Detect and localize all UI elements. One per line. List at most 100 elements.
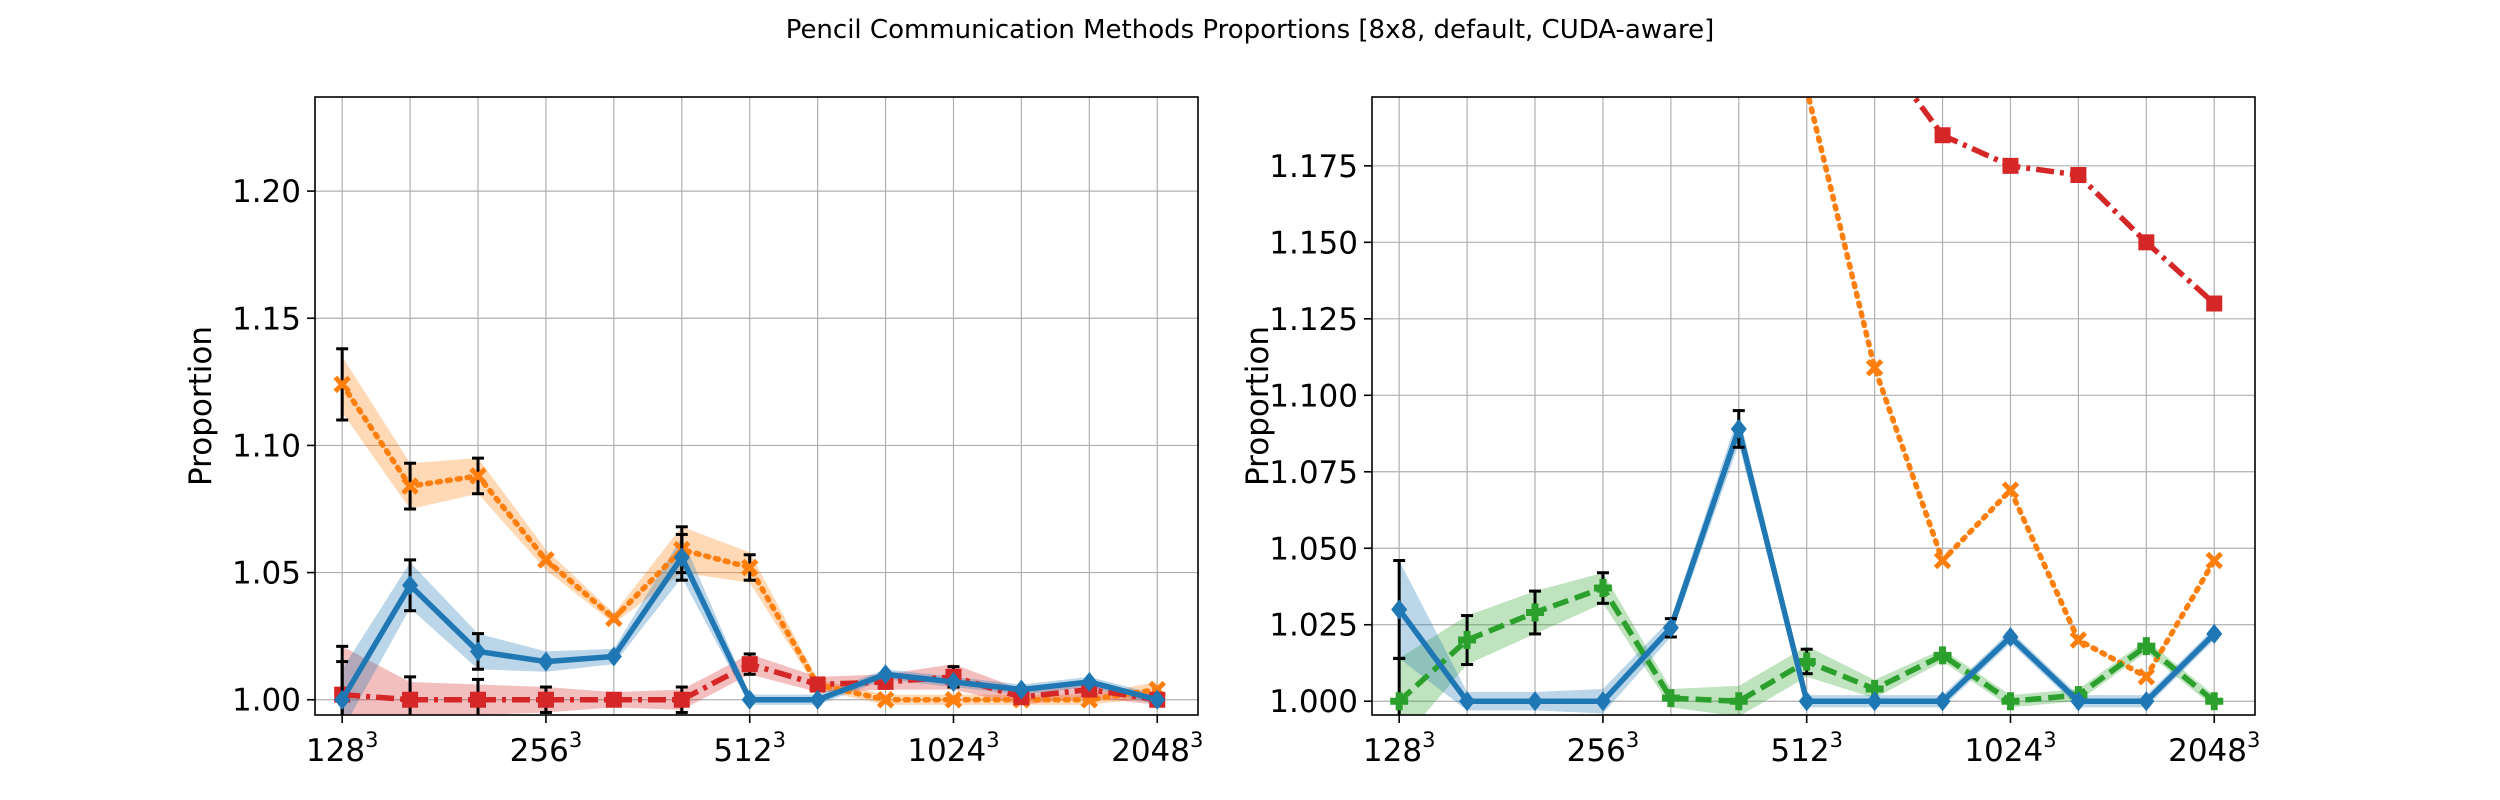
data-point-blue bbox=[1459, 691, 1476, 712]
data-point-blue bbox=[1391, 599, 1408, 620]
data-point-green bbox=[1390, 692, 1409, 711]
panel-2: 1.000 1.025 1.050 1.075 1.100 1.125 1.150 1.175… bbox=[1240, 35, 2260, 769]
data-point-blue bbox=[1527, 691, 1544, 712]
y-tick-label: 1.15 bbox=[232, 301, 301, 337]
data-point-blue bbox=[334, 689, 351, 710]
data-point-orange bbox=[469, 467, 487, 485]
data-point-blue bbox=[402, 575, 419, 596]
data-point-orange bbox=[1933, 551, 1952, 570]
data-point-red bbox=[2070, 167, 2087, 184]
axes-frame-1 bbox=[314, 96, 1199, 716]
data-point-orange bbox=[1865, 358, 1884, 377]
data-point-blue bbox=[470, 641, 487, 662]
x-tick-label: 2563 bbox=[510, 728, 583, 769]
data-point-orange bbox=[2137, 667, 2156, 686]
data-point-blue bbox=[741, 689, 758, 710]
plot-area-1 bbox=[333, 347, 1167, 715]
data-point-blue bbox=[2138, 691, 2155, 712]
data-point-green bbox=[2001, 692, 2020, 711]
data-point-green bbox=[1458, 631, 1477, 650]
data-point-green bbox=[1865, 679, 1884, 698]
x-tick-label: 2563 bbox=[1567, 728, 1640, 769]
data-point-blue bbox=[1149, 689, 1166, 710]
y-axis-label: Proportion bbox=[1240, 326, 1276, 486]
data-point-orange bbox=[605, 609, 623, 628]
y-tick-label: 1.125 bbox=[1269, 302, 1358, 338]
y-tick-label: 1.05 bbox=[232, 556, 301, 592]
x-tick-label: 10243 bbox=[1964, 728, 2056, 769]
data-point-blue bbox=[1013, 679, 1030, 700]
y-tick-label: 1.050 bbox=[1269, 531, 1358, 567]
figure-title: Pencil Communication Methods Proportions… bbox=[786, 15, 1715, 45]
data-point-red bbox=[2138, 234, 2155, 251]
y-tick-label: 1.175 bbox=[1269, 149, 1358, 185]
y-tick-label: 1.075 bbox=[1269, 455, 1358, 491]
y-tick-label: 1.10 bbox=[232, 428, 301, 464]
data-point-red bbox=[2002, 157, 2019, 174]
data-point-orange bbox=[537, 551, 555, 569]
data-point-red bbox=[470, 691, 487, 708]
data-point-blue bbox=[1081, 671, 1098, 692]
plot-area-2 bbox=[1390, 35, 2224, 715]
data-point-red bbox=[673, 691, 690, 708]
data-point-blue bbox=[1730, 418, 1747, 439]
data-point-green bbox=[1933, 646, 1952, 665]
data-point-orange bbox=[401, 477, 419, 495]
x-tick-label: 10243 bbox=[907, 728, 999, 769]
data-point-blue bbox=[1798, 691, 1815, 712]
data-point-red bbox=[402, 691, 419, 708]
y-tick-label: 1.100 bbox=[1269, 378, 1358, 414]
data-point-blue bbox=[2070, 691, 2087, 712]
data-point-blue bbox=[537, 651, 554, 672]
data-point-blue bbox=[1594, 691, 1611, 712]
data-point-blue bbox=[2206, 623, 2223, 644]
y-tick-label: 1.025 bbox=[1269, 608, 1358, 644]
x-tick-label: 1283 bbox=[306, 728, 379, 769]
y-tick-label: 1.000 bbox=[1269, 684, 1358, 720]
data-point-orange bbox=[944, 690, 963, 709]
data-point-green bbox=[1526, 603, 1545, 622]
y-tick-label: 1.150 bbox=[1269, 225, 1358, 261]
data-point-green bbox=[1797, 652, 1816, 671]
data-point-red bbox=[1867, 35, 1883, 51]
x-tick-label: 20483 bbox=[1111, 728, 1203, 769]
data-point-blue bbox=[1934, 691, 1951, 712]
data-point-orange bbox=[740, 558, 759, 577]
data-point-green bbox=[1729, 692, 1748, 711]
data-point-orange bbox=[2001, 481, 2020, 499]
axes-frame-2 bbox=[1371, 96, 2256, 716]
data-point-blue bbox=[605, 646, 622, 667]
x-tick-label: 5123 bbox=[1770, 728, 1843, 769]
data-point-orange bbox=[333, 375, 351, 394]
data-point-red bbox=[809, 676, 826, 693]
data-point-green bbox=[1661, 689, 1680, 708]
data-point-orange bbox=[2069, 631, 2088, 649]
data-point-red bbox=[741, 656, 758, 673]
data-point-blue bbox=[2002, 626, 2019, 647]
data-point-orange bbox=[1800, 97, 1814, 99]
data-point-blue bbox=[945, 671, 962, 692]
x-tick-label: 1283 bbox=[1363, 728, 1436, 769]
y-axis-label: Proportion bbox=[183, 326, 219, 486]
data-point-blue bbox=[1866, 691, 1883, 712]
data-point-orange bbox=[2205, 551, 2224, 570]
data-point-blue bbox=[1662, 617, 1679, 638]
data-point-red bbox=[605, 691, 622, 708]
panel-1: 1.00 1.05 1.10 1.15 1.20 1283 2563 5123 10243 204… bbox=[183, 96, 1203, 769]
data-point-red bbox=[2206, 295, 2223, 312]
data-point-orange bbox=[876, 690, 895, 709]
data-point-green bbox=[2137, 637, 2156, 656]
data-point-blue bbox=[673, 547, 690, 568]
x-tick-label: 5123 bbox=[713, 728, 786, 769]
data-point-blue bbox=[809, 689, 826, 710]
x-tick-label: 20483 bbox=[2168, 728, 2260, 769]
y-tick-label: 1.00 bbox=[232, 683, 301, 719]
data-point-green bbox=[1593, 579, 1612, 598]
data-point-red bbox=[1934, 127, 1951, 144]
data-point-blue bbox=[877, 664, 894, 685]
data-point-green bbox=[2205, 692, 2224, 711]
data-point-red bbox=[537, 691, 554, 708]
series-line-orange bbox=[1805, 97, 2217, 680]
y-tick-label: 1.20 bbox=[232, 174, 301, 210]
